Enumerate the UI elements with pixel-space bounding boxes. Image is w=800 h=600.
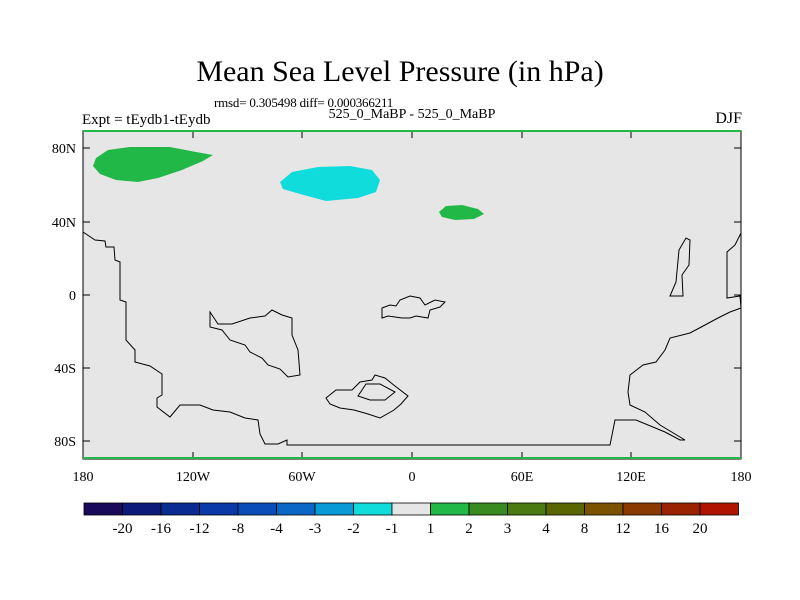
colorbar-label: 12 — [616, 521, 631, 537]
colorbar-box — [430, 502, 470, 516]
colorbar-box — [314, 502, 354, 516]
colorbar-label: 4 — [542, 521, 550, 537]
season-label: DJF — [715, 110, 742, 127]
y-tick-label: 0 — [69, 289, 76, 304]
chart-title: Mean Sea Level Pressure (in hPa) — [196, 55, 604, 88]
x-tick-labels: 180 120W 60W 0 60E 120E 180 — [73, 470, 752, 485]
y-tick-labels: 80N 40N 0 40S 80S — [52, 142, 76, 450]
colorbar-box — [122, 502, 162, 516]
colorbar-labels: -20 -16 -12 -8 -4 -3 -2 -1 1 2 3 4 8 12 16 20 — [113, 521, 708, 537]
colorbar-label: -1 — [386, 521, 399, 537]
x-tick-label: 60E — [511, 470, 534, 485]
y-tick-label: 80S — [54, 435, 76, 450]
anomaly-layer — [93, 147, 484, 220]
colorbar-box — [468, 502, 508, 516]
anomaly-north-atlantic — [280, 166, 380, 201]
colorbar-label: -2 — [347, 521, 360, 537]
colorbar-label: 3 — [504, 521, 512, 537]
colorbar-label: 16 — [654, 521, 670, 537]
x-tick-label: 180 — [73, 470, 94, 485]
experiment-label: Expt = tEydb1-tEydb — [82, 112, 211, 128]
x-tick-label: 120E — [616, 470, 646, 485]
coastline-south-america — [209, 309, 301, 378]
colorbar-label: 2 — [465, 521, 473, 537]
coastline-west — [82, 231, 685, 446]
colorbar-label: -20 — [113, 521, 133, 537]
colorbar-label: -12 — [190, 521, 210, 537]
colorbar-box — [545, 502, 585, 516]
colorbar-box — [237, 502, 277, 516]
colorbar-box — [507, 502, 547, 516]
colorbar-box — [353, 502, 393, 516]
colorbar-label: 20 — [693, 521, 708, 537]
anomaly-eurasia — [439, 205, 484, 220]
x-tick-label: 180 — [731, 470, 752, 485]
colorbar-box — [199, 502, 239, 516]
plot-area — [82, 130, 742, 460]
colorbar-box — [83, 502, 123, 516]
stats-line: rmsd= 0.305498 diff= 0.000366211 — [214, 95, 394, 110]
coastline-antarctic-peninsula — [325, 374, 409, 419]
x-tick-label: 120W — [176, 470, 211, 485]
colorbar-label: -4 — [270, 521, 283, 537]
colorbar-label: -3 — [309, 521, 322, 537]
colorbar-label: 8 — [581, 521, 589, 537]
coastline-antarctic-inner — [357, 383, 396, 401]
colorbar-label: -8 — [232, 521, 245, 537]
colorbar-box — [622, 502, 662, 516]
colorbar — [83, 502, 739, 516]
y-tick-label: 80N — [52, 142, 76, 157]
case-line: 525_0_MaBP - 525_0_MaBP — [328, 107, 496, 122]
x-tick-label: 60W — [288, 470, 316, 485]
colorbar-box — [699, 502, 739, 516]
colorbar-box — [160, 502, 200, 516]
colorbar-box — [391, 502, 431, 516]
y-tick-label: 40S — [54, 362, 76, 377]
coastline-islands — [669, 237, 691, 297]
colorbar-label: -16 — [151, 521, 171, 537]
coastline-east — [627, 232, 742, 441]
y-tick-label: 40N — [52, 216, 76, 231]
colorbar-box — [584, 502, 624, 516]
x-tick-label: 0 — [409, 470, 416, 485]
colorbar-box — [276, 502, 316, 516]
coastlines — [82, 231, 742, 446]
coastline-africa — [381, 295, 447, 319]
anomaly-north-pacific — [93, 147, 213, 182]
colorbar-box — [661, 502, 701, 516]
colorbar-label: 1 — [427, 521, 435, 537]
